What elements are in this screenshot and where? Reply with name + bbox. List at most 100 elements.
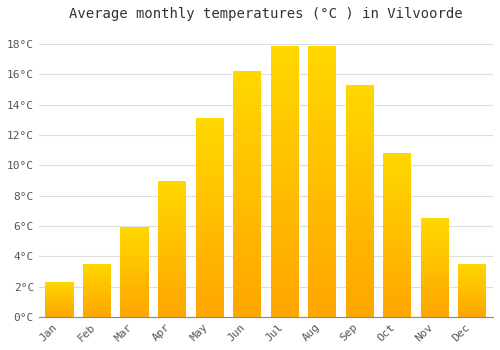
- Bar: [421, 218, 449, 219]
- Bar: [270, 132, 299, 134]
- Bar: [120, 231, 148, 232]
- Bar: [196, 276, 224, 277]
- Bar: [346, 151, 374, 152]
- Bar: [233, 222, 261, 224]
- Bar: [308, 62, 336, 63]
- Bar: [270, 242, 299, 244]
- Bar: [233, 112, 261, 113]
- Bar: [383, 160, 412, 161]
- Bar: [308, 295, 336, 296]
- Bar: [120, 235, 148, 236]
- Bar: [233, 292, 261, 294]
- Bar: [158, 250, 186, 251]
- Bar: [383, 199, 412, 200]
- Bar: [383, 309, 412, 310]
- Bar: [308, 134, 336, 135]
- Bar: [421, 300, 449, 301]
- Bar: [233, 247, 261, 248]
- Bar: [196, 170, 224, 171]
- Bar: [196, 218, 224, 219]
- Bar: [233, 248, 261, 249]
- Bar: [346, 256, 374, 257]
- Bar: [270, 309, 299, 310]
- Bar: [196, 288, 224, 289]
- Bar: [308, 228, 336, 229]
- Bar: [346, 148, 374, 149]
- Bar: [233, 276, 261, 278]
- Bar: [158, 287, 186, 288]
- Bar: [346, 129, 374, 130]
- Bar: [308, 225, 336, 226]
- Bar: [233, 190, 261, 192]
- Bar: [196, 138, 224, 139]
- Bar: [346, 303, 374, 304]
- Bar: [308, 54, 336, 55]
- Bar: [196, 278, 224, 279]
- Bar: [383, 216, 412, 217]
- Bar: [346, 295, 374, 296]
- Bar: [346, 157, 374, 158]
- Bar: [383, 169, 412, 170]
- Bar: [196, 297, 224, 298]
- Bar: [270, 225, 299, 226]
- Bar: [270, 154, 299, 155]
- Bar: [270, 66, 299, 68]
- Bar: [308, 85, 336, 86]
- Bar: [383, 298, 412, 299]
- Bar: [308, 68, 336, 69]
- Bar: [308, 92, 336, 93]
- Bar: [120, 301, 148, 302]
- Bar: [383, 257, 412, 258]
- Bar: [233, 134, 261, 135]
- Bar: [383, 307, 412, 308]
- Bar: [120, 229, 148, 230]
- Bar: [346, 232, 374, 233]
- Bar: [308, 155, 336, 157]
- Bar: [270, 229, 299, 230]
- Bar: [346, 226, 374, 228]
- Bar: [196, 173, 224, 174]
- Bar: [346, 310, 374, 311]
- Bar: [233, 266, 261, 268]
- Bar: [233, 285, 261, 286]
- Bar: [383, 196, 412, 197]
- Bar: [346, 134, 374, 135]
- Bar: [233, 97, 261, 98]
- Bar: [421, 260, 449, 261]
- Bar: [233, 234, 261, 236]
- Bar: [308, 236, 336, 237]
- Bar: [383, 154, 412, 155]
- Bar: [346, 259, 374, 260]
- Bar: [196, 217, 224, 218]
- Bar: [383, 261, 412, 262]
- Bar: [270, 152, 299, 153]
- Bar: [196, 287, 224, 288]
- Bar: [308, 77, 336, 78]
- Bar: [158, 215, 186, 216]
- Bar: [346, 294, 374, 295]
- Bar: [421, 261, 449, 262]
- Bar: [308, 169, 336, 170]
- Bar: [308, 86, 336, 88]
- Bar: [158, 234, 186, 235]
- Bar: [308, 194, 336, 195]
- Bar: [233, 295, 261, 296]
- Bar: [233, 198, 261, 199]
- Bar: [196, 192, 224, 193]
- Bar: [270, 245, 299, 246]
- Bar: [233, 225, 261, 226]
- Bar: [158, 288, 186, 289]
- Bar: [346, 230, 374, 231]
- Bar: [158, 294, 186, 295]
- Bar: [233, 229, 261, 230]
- Bar: [233, 224, 261, 225]
- Bar: [270, 178, 299, 180]
- Bar: [270, 175, 299, 176]
- Bar: [196, 264, 224, 265]
- Bar: [421, 294, 449, 295]
- Bar: [383, 156, 412, 158]
- Bar: [270, 279, 299, 280]
- Bar: [196, 261, 224, 262]
- Bar: [196, 194, 224, 195]
- Bar: [346, 216, 374, 217]
